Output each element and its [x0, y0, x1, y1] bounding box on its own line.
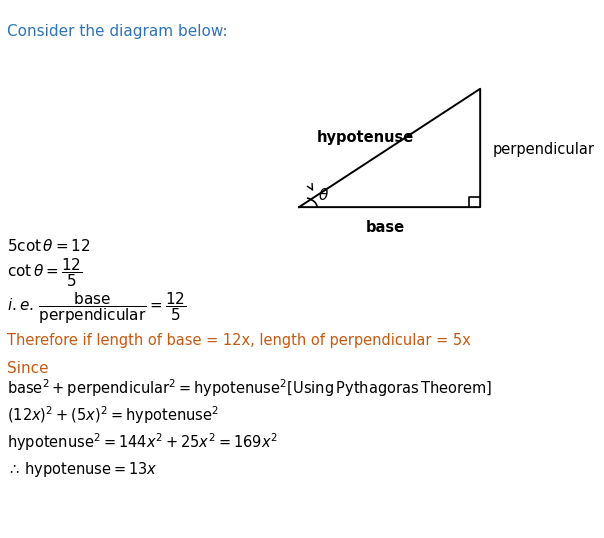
Text: Therefore if length of base = 12x, length of perpendicular = 5x: Therefore if length of base = 12x, lengt…: [7, 333, 471, 348]
Text: $\mathrm{base}^{2}+\mathrm{perpendicular}^{2}=\mathrm{hypotenuse}^{2}\left[\math: $\mathrm{base}^{2}+\mathrm{perpendicular…: [7, 378, 492, 399]
Text: base: base: [366, 220, 405, 235]
Text: $5\cot\theta = 12$: $5\cot\theta = 12$: [7, 238, 91, 254]
Text: $\theta$: $\theta$: [318, 187, 329, 203]
Text: $\therefore\,\mathrm{hypotenuse}=13x$: $\therefore\,\mathrm{hypotenuse}=13x$: [7, 459, 158, 479]
Text: Consider the diagram below:: Consider the diagram below:: [7, 24, 228, 39]
Text: $\cot\theta = \dfrac{12}{5}$: $\cot\theta = \dfrac{12}{5}$: [7, 257, 83, 289]
Text: $\mathrm{hypotenuse}^{2}=144x^{2}+25x^{2}=169x^{2}$: $\mathrm{hypotenuse}^{2}=144x^{2}+25x^{2…: [7, 431, 278, 453]
Text: $i.e.\,\dfrac{\mathrm{base}}{\mathrm{perpendicular}} = \dfrac{12}{5}$: $i.e.\,\dfrac{\mathrm{base}}{\mathrm{per…: [7, 290, 187, 325]
Text: hypotenuse: hypotenuse: [316, 130, 414, 145]
Text: $\left(12x\right)^{2}+\left(5x\right)^{2}=\mathrm{hypotenuse}^{2}$: $\left(12x\right)^{2}+\left(5x\right)^{2…: [7, 405, 219, 426]
Text: perpendicular: perpendicular: [492, 142, 594, 157]
Text: Since: Since: [7, 361, 49, 376]
